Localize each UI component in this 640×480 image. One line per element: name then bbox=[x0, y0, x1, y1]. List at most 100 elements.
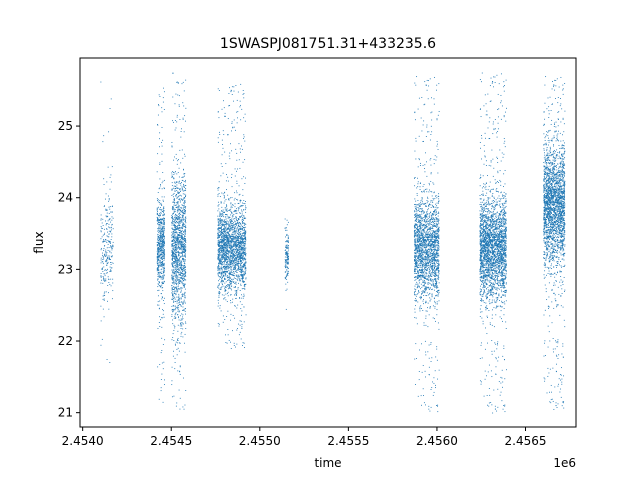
data-point bbox=[177, 305, 179, 307]
data-point bbox=[102, 256, 104, 258]
data-point bbox=[104, 269, 106, 271]
data-point bbox=[163, 229, 165, 231]
data-point bbox=[162, 200, 164, 202]
data-point bbox=[219, 292, 221, 294]
data-point bbox=[159, 214, 161, 216]
data-point bbox=[231, 252, 233, 254]
data-point bbox=[110, 211, 112, 213]
data-point bbox=[436, 207, 438, 209]
data-point bbox=[219, 238, 221, 240]
data-point bbox=[245, 253, 247, 255]
data-point bbox=[237, 238, 238, 240]
data-point bbox=[163, 231, 165, 233]
data-point bbox=[161, 209, 163, 210]
data-point bbox=[178, 295, 180, 297]
data-point bbox=[222, 240, 223, 241]
data-point bbox=[223, 247, 225, 249]
data-point bbox=[236, 291, 238, 293]
data-point bbox=[418, 204, 420, 206]
data-point bbox=[112, 262, 114, 264]
data-point bbox=[178, 311, 180, 313]
data-point bbox=[164, 267, 165, 269]
data-point bbox=[157, 269, 159, 270]
data-point bbox=[287, 274, 289, 276]
data-point bbox=[224, 222, 225, 223]
data-point bbox=[236, 246, 237, 248]
data-point bbox=[223, 216, 225, 218]
data-point bbox=[243, 224, 245, 226]
data-point bbox=[180, 207, 182, 209]
data-point bbox=[179, 209, 181, 211]
data-point bbox=[158, 270, 159, 271]
data-point bbox=[418, 271, 420, 273]
data-point bbox=[171, 282, 173, 284]
data-point bbox=[284, 227, 286, 229]
data-point bbox=[221, 236, 223, 237]
data-point bbox=[286, 233, 288, 235]
data-point bbox=[163, 91, 165, 93]
data-point bbox=[286, 224, 288, 226]
data-point bbox=[434, 286, 436, 288]
data-point bbox=[161, 204, 162, 206]
data-point bbox=[163, 361, 165, 363]
data-point bbox=[236, 242, 237, 244]
data-point bbox=[221, 219, 222, 221]
data-point bbox=[172, 171, 174, 172]
data-point bbox=[230, 240, 232, 242]
data-point bbox=[219, 237, 221, 239]
data-point bbox=[436, 220, 438, 222]
data-point bbox=[106, 272, 108, 274]
data-point bbox=[176, 266, 178, 268]
data-point bbox=[162, 97, 164, 99]
data-point bbox=[108, 219, 110, 220]
data-point bbox=[227, 264, 229, 266]
data-point bbox=[238, 263, 240, 265]
data-point bbox=[185, 231, 187, 232]
data-point bbox=[177, 337, 179, 339]
data-point bbox=[242, 277, 244, 279]
data-point bbox=[218, 287, 220, 289]
data-point bbox=[180, 328, 182, 329]
data-point bbox=[220, 232, 222, 234]
data-point bbox=[235, 230, 237, 232]
data-point bbox=[235, 242, 236, 244]
data-point bbox=[183, 211, 185, 213]
data-point bbox=[436, 246, 438, 248]
data-point bbox=[105, 215, 107, 217]
data-point bbox=[223, 211, 224, 213]
data-point bbox=[182, 248, 184, 249]
data-point bbox=[240, 241, 241, 243]
data-point bbox=[221, 224, 223, 226]
data-point bbox=[237, 231, 239, 233]
data-point bbox=[228, 278, 230, 280]
data-point bbox=[219, 277, 221, 278]
data-point bbox=[226, 236, 228, 238]
data-point bbox=[240, 238, 242, 240]
data-point bbox=[100, 273, 102, 274]
data-point bbox=[229, 219, 231, 221]
data-point bbox=[176, 242, 178, 244]
data-point bbox=[231, 177, 232, 179]
data-point bbox=[161, 235, 163, 237]
data-point bbox=[171, 271, 173, 273]
data-point bbox=[173, 159, 175, 161]
data-point bbox=[239, 254, 241, 256]
data-point bbox=[233, 245, 235, 246]
data-point bbox=[161, 257, 162, 259]
data-point bbox=[107, 236, 109, 238]
data-point bbox=[183, 246, 185, 248]
data-point bbox=[223, 257, 225, 258]
data-point bbox=[175, 218, 177, 220]
data-point bbox=[157, 275, 159, 277]
data-point bbox=[234, 259, 236, 261]
data-point bbox=[179, 281, 181, 283]
data-point bbox=[228, 262, 230, 264]
data-point bbox=[229, 152, 231, 154]
data-point bbox=[435, 291, 437, 292]
data-point bbox=[240, 247, 242, 249]
data-point bbox=[420, 246, 422, 248]
data-point bbox=[220, 219, 222, 221]
data-point bbox=[427, 200, 429, 202]
data-point bbox=[110, 278, 112, 280]
data-point bbox=[224, 287, 226, 289]
